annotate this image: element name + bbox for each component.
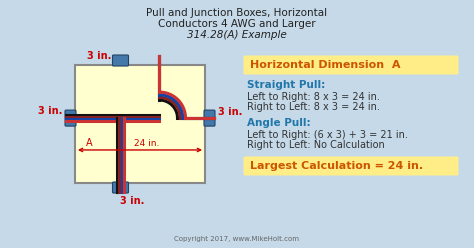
Text: 24 in.: 24 in. — [134, 139, 159, 148]
Text: Conductors 4 AWG and Larger: Conductors 4 AWG and Larger — [158, 19, 316, 29]
FancyBboxPatch shape — [244, 56, 458, 74]
Text: 3 in.: 3 in. — [37, 106, 62, 116]
Text: Right to Left: No Calculation: Right to Left: No Calculation — [247, 140, 385, 150]
Text: 3 in.: 3 in. — [120, 196, 145, 206]
Text: Copyright 2017, www.MikeHolt.com: Copyright 2017, www.MikeHolt.com — [174, 236, 300, 242]
Text: Horizontal Dimension  A: Horizontal Dimension A — [250, 60, 401, 70]
Text: Largest Calculation = 24 in.: Largest Calculation = 24 in. — [250, 161, 423, 171]
FancyBboxPatch shape — [112, 55, 128, 66]
Text: A: A — [86, 138, 92, 148]
Text: 314.28(A) Example: 314.28(A) Example — [187, 30, 287, 40]
FancyBboxPatch shape — [65, 110, 76, 126]
FancyBboxPatch shape — [244, 156, 458, 176]
Text: Right to Left: 8 x 3 = 24 in.: Right to Left: 8 x 3 = 24 in. — [247, 102, 380, 112]
Text: Pull and Junction Boxes, Horizontal: Pull and Junction Boxes, Horizontal — [146, 8, 328, 18]
Text: Left to Right: (6 x 3) + 3 = 21 in.: Left to Right: (6 x 3) + 3 = 21 in. — [247, 130, 408, 140]
Text: 3 in.: 3 in. — [218, 107, 242, 117]
FancyBboxPatch shape — [112, 182, 128, 193]
FancyBboxPatch shape — [204, 110, 215, 126]
Text: Left to Right: 8 x 3 = 24 in.: Left to Right: 8 x 3 = 24 in. — [247, 92, 380, 102]
Bar — [75, 65, 205, 183]
Text: 3 in.: 3 in. — [87, 51, 111, 61]
Text: Straight Pull:: Straight Pull: — [247, 80, 325, 90]
Text: Angle Pull:: Angle Pull: — [247, 118, 310, 128]
